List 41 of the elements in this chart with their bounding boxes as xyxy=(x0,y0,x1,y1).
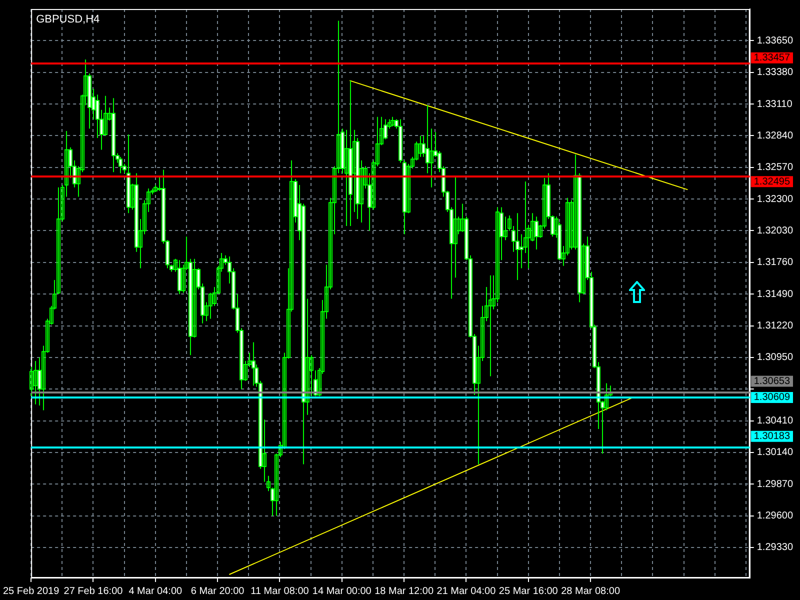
y-tick-label: 1.33110 xyxy=(756,98,793,110)
y-tick-label: 1.33380 xyxy=(756,67,794,78)
candlestick xyxy=(192,258,196,338)
ref-line-label: 1.30183 xyxy=(754,431,790,442)
candlestick xyxy=(34,360,38,405)
candlestick xyxy=(488,274,492,377)
y-tick-label: 1.32030 xyxy=(756,225,794,236)
candlestick xyxy=(454,175,458,278)
y-tick-label: 1.33650 xyxy=(756,35,794,46)
x-tick-label: 27 Feb 16:00 xyxy=(64,586,124,597)
y-tick-label: 1.31490 xyxy=(756,288,794,300)
y-tick-label: 1.30410 xyxy=(756,416,794,427)
ref-line-label: 1.30609 xyxy=(754,392,790,404)
y-tick-label: 1.32840 xyxy=(756,130,794,142)
ref-line-label: 1.33457 xyxy=(754,52,790,64)
y-tick-label: 1.31760 xyxy=(756,257,794,268)
candlestick xyxy=(430,128,434,188)
ref-line-label: 1.30653 xyxy=(754,376,790,388)
candlestick xyxy=(390,116,394,127)
x-tick-label: 21 Mar 04:00 xyxy=(436,586,496,597)
y-tick-label: 1.32300 xyxy=(756,194,794,205)
y-tick-label: 1.31220 xyxy=(756,320,794,332)
y-tick-label: 1.32570 xyxy=(756,162,794,174)
y-tick-label: 1.30140 xyxy=(756,447,794,458)
x-tick-label: 25 Mar 16:00 xyxy=(498,586,558,597)
candlestick xyxy=(504,216,508,241)
x-tick-label: 25 Feb 2019 xyxy=(2,586,60,597)
x-tick-label: 4 Mar 04:00 xyxy=(128,586,183,597)
y-tick-label: 1.29870 xyxy=(756,478,794,490)
y-tick-label: 1.30950 xyxy=(756,352,794,364)
ref-line-label: 1.32495 xyxy=(754,176,790,188)
y-tick-label: 1.29600 xyxy=(756,510,794,522)
x-tick-label: 18 Mar 12:00 xyxy=(374,586,434,597)
candlestick xyxy=(418,135,422,158)
candlestick xyxy=(344,129,348,227)
chart-title: GBPUSD,H4 xyxy=(36,14,100,26)
x-tick-label: 14 Mar 00:00 xyxy=(312,586,372,597)
x-tick-label: 11 Mar 08:00 xyxy=(250,586,310,597)
x-tick-label: 6 Mar 20:00 xyxy=(190,586,245,597)
y-tick-label: 1.29330 xyxy=(756,542,794,554)
x-tick-label: 28 Mar 08:00 xyxy=(561,586,620,597)
